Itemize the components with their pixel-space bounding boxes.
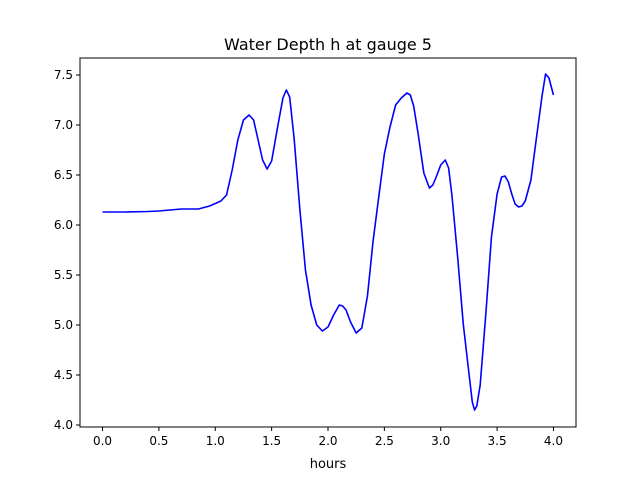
plot-lines — [102, 73, 555, 411]
x-tick-label: 0.5 — [149, 434, 168, 448]
y-tick-label: 7.0 — [54, 118, 73, 132]
x-axis: 0.0 0.5 1.0 1.5 2.0 2.5 3.0 3.5 4.0 — [93, 427, 563, 448]
x-tick-label: 1.5 — [262, 434, 281, 448]
x-tick-label: 2.5 — [375, 434, 394, 448]
series-line-0 — [102, 73, 555, 411]
x-tick-label: 4.0 — [544, 434, 563, 448]
y-tick-label: 5.0 — [54, 318, 73, 332]
y-tick-label: 5.5 — [54, 268, 73, 282]
y-tick-label: 6.5 — [54, 168, 73, 182]
x-tick-label: 3.5 — [488, 434, 507, 448]
chart-title: Water Depth h at gauge 5 — [224, 35, 432, 54]
y-tick-label: 6.0 — [54, 218, 73, 232]
x-tick-label: 2.0 — [318, 434, 337, 448]
y-tick-label: 7.5 — [54, 68, 73, 82]
plot-frame — [79, 57, 577, 428]
x-tick-label: 0.0 — [93, 434, 112, 448]
y-axis: 4.0 4.5 5.0 5.5 6.0 6.5 7.0 7.5 — [54, 68, 80, 432]
x-tick-label: 1.0 — [206, 434, 225, 448]
y-tick-label: 4.0 — [54, 418, 73, 432]
y-tick-label: 4.5 — [54, 368, 73, 382]
x-tick-label: 3.0 — [431, 434, 450, 448]
x-axis-label: hours — [310, 457, 347, 472]
